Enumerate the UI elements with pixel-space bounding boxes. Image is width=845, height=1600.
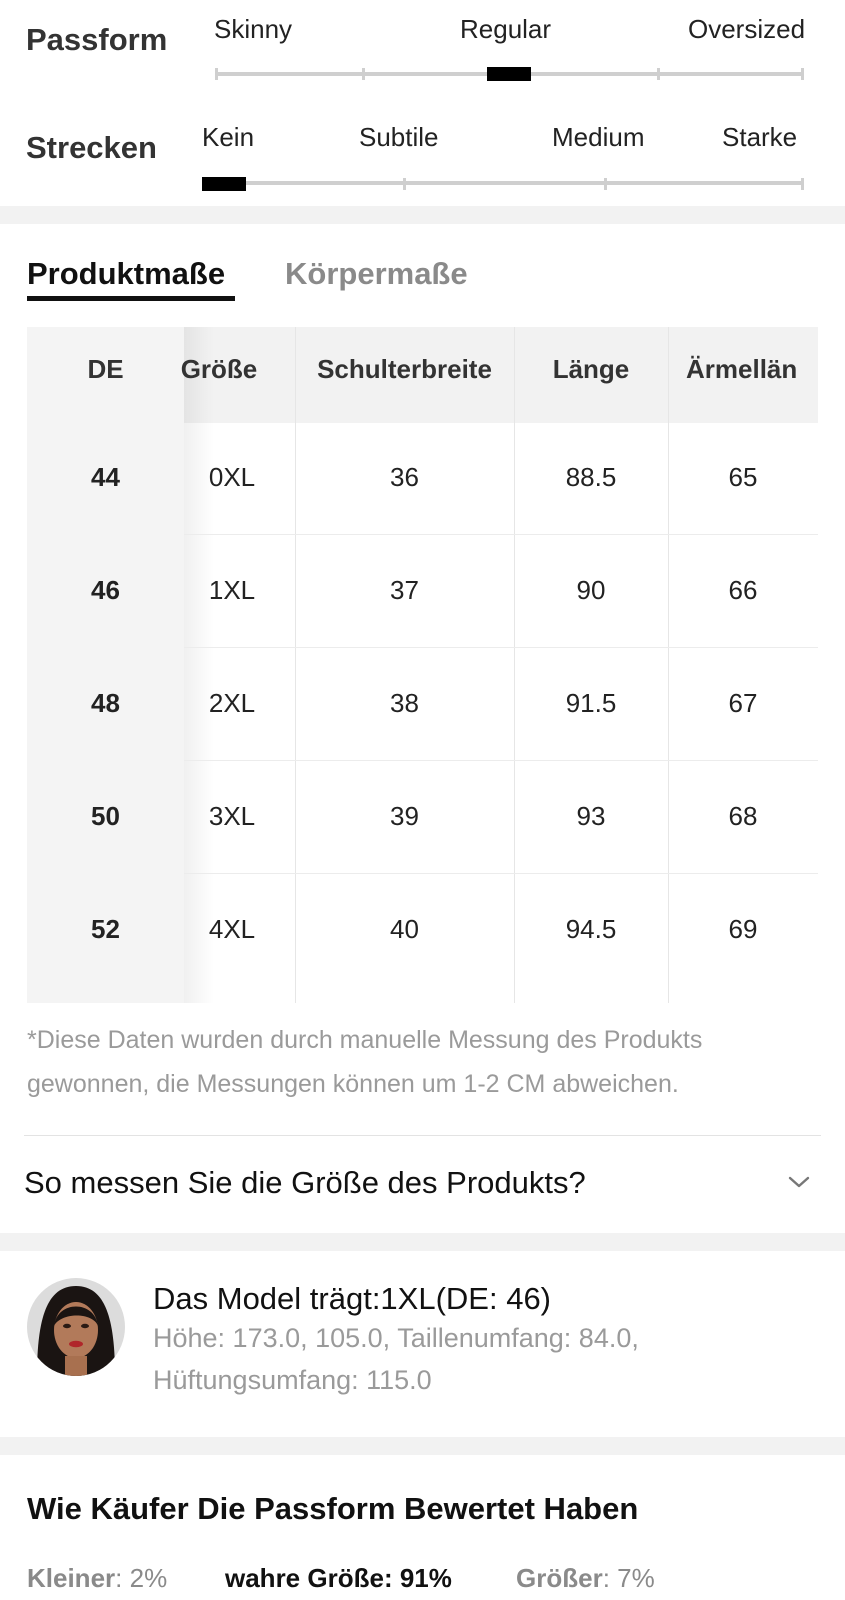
strecken-option-subtile: Subtile [359, 122, 439, 152]
table-cell-size: 4XL [208, 914, 256, 944]
strecken-option-medium: Medium [552, 122, 645, 152]
tab-produktmasse[interactable]: Produktmaße [27, 256, 226, 291]
table-cell-length: 88.5 [565, 462, 617, 492]
table-cell-length: 93 [576, 801, 606, 831]
column-divider [295, 327, 296, 1003]
measurement-note: *Diese Daten wurden durch manuelle Messu… [27, 1018, 827, 1106]
active-tab-underline [27, 296, 235, 301]
table-cell-size: 1XL [208, 575, 256, 605]
row-divider [184, 873, 818, 874]
strecken-option-kein: Kein [202, 122, 255, 152]
passform-tick [657, 68, 660, 80]
fit-reviews-title: Wie Käufer Die Passform Bewertet Haben [27, 1491, 639, 1526]
de-column [27, 327, 184, 1003]
model-measurements-line2: Hüftungsumfang: 115.0 [153, 1365, 432, 1395]
table-cell-shoulder: 39 [390, 801, 419, 831]
passform-option-oversized: Oversized [688, 14, 806, 44]
header-groesse: Größe [180, 353, 258, 384]
fit-stat-smaller-value: : 2% [115, 1563, 168, 1593]
model-avatar [27, 1278, 125, 1376]
table-cell-de: 52 [91, 914, 120, 944]
model-photo-icon [27, 1278, 125, 1376]
table-cell-shoulder: 36 [390, 462, 419, 492]
passform-tick [801, 68, 804, 80]
table-cell-sleeve: 65 [728, 462, 758, 492]
model-measurements-line1: Höhe: 173.0, 105.0, Taillenumfang: 84.0, [153, 1323, 639, 1353]
divider [24, 1135, 821, 1136]
table-cell-shoulder: 38 [390, 688, 419, 718]
table-cell-de: 50 [91, 801, 120, 831]
fit-stat-true-label: wahre Größe [225, 1563, 384, 1593]
strecken-option-starke: Starke [722, 122, 798, 152]
fit-stat-true-value: : 91% [383, 1563, 452, 1593]
table-cell-shoulder: 37 [390, 575, 419, 605]
model-size-title: Das Model trägt:1XL(DE: 46) [153, 1281, 552, 1316]
table-cell-size: 2XL [208, 688, 256, 718]
table-cell-length: 91.5 [565, 688, 617, 718]
table-cell-de: 48 [91, 688, 120, 718]
chevron-down-icon[interactable] [787, 1170, 811, 1194]
fit-stat-smaller: Kleiner: 2% [27, 1563, 167, 1594]
strecken-tick [801, 178, 804, 190]
table-cell-sleeve: 66 [728, 575, 758, 605]
table-cell-length: 94.5 [565, 914, 617, 944]
row-divider [184, 647, 818, 648]
header-aermellaenge: Ärmellän [686, 353, 798, 384]
strecken-title: Strecken [26, 130, 157, 165]
table-cell-size: 0XL [208, 462, 256, 492]
strecken-tick [403, 178, 406, 190]
column-divider [668, 327, 669, 1003]
section-separator [0, 206, 845, 224]
section-separator [0, 1437, 845, 1455]
measurement-note-line1: *Diese Daten wurden durch manuelle Messu… [27, 1026, 703, 1054]
fit-stat-larger-label: Größer [516, 1563, 603, 1593]
table-cell-size: 3XL [208, 801, 256, 831]
measurement-note-line2: gewonnen, die Messungen können um 1-2 CM… [27, 1070, 679, 1098]
passform-indicator [487, 67, 531, 81]
table-cell-de: 44 [91, 462, 120, 492]
header-laenge: Länge [552, 353, 630, 384]
passform-title: Passform [26, 22, 168, 57]
row-divider [184, 760, 818, 761]
passform-tick [215, 68, 218, 80]
strecken-indicator [202, 177, 246, 191]
column-divider [514, 327, 515, 1003]
table-cell-sleeve: 67 [728, 688, 758, 718]
fit-stat-true-size: wahre Größe: 91% [225, 1563, 452, 1594]
sticky-column-shadow [184, 327, 214, 1003]
strecken-tick [604, 178, 607, 190]
passform-option-regular: Regular [460, 14, 552, 44]
header-schulterbreite: Schulterbreite [317, 353, 492, 384]
table-cell-sleeve: 68 [728, 801, 758, 831]
passform-option-skinny: Skinny [214, 14, 293, 44]
strecken-track [203, 181, 804, 185]
fit-stat-larger-value: : 7% [602, 1563, 655, 1593]
header-de: DE [87, 353, 124, 384]
passform-tick [362, 68, 365, 80]
section-separator [0, 1233, 845, 1251]
how-to-measure-toggle[interactable]: So messen Sie die Größe des Produkts? [24, 1165, 586, 1200]
table-cell-sleeve: 69 [728, 914, 758, 944]
table-cell-de: 46 [91, 575, 120, 605]
table-cell-shoulder: 40 [390, 914, 419, 944]
table-cell-length: 90 [576, 575, 606, 605]
tab-koerpermasse[interactable]: Körpermaße [285, 256, 468, 291]
fit-stat-larger: Größer: 7% [516, 1563, 655, 1594]
size-table[interactable]: DE Größe Schulterbreite Länge Ärmellän 4… [27, 327, 818, 1003]
row-divider [184, 534, 818, 535]
fit-stat-smaller-label: Kleiner [27, 1563, 116, 1593]
